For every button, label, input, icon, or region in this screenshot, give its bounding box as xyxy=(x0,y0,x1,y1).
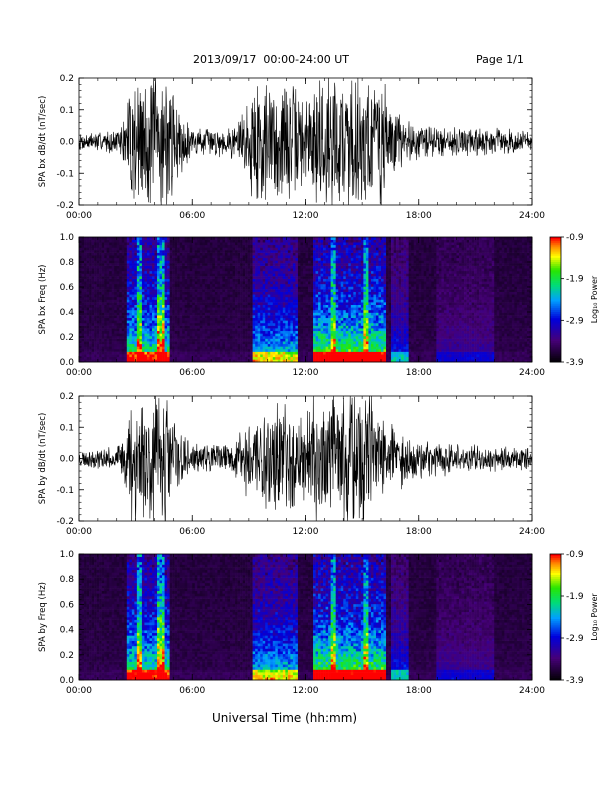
panel-3-x-tick-label: 18:00 xyxy=(406,527,432,537)
panel-1-y-tick-label: -0.2 xyxy=(56,201,74,211)
panel-4-heatmap-cells xyxy=(79,554,532,680)
panel-2-colorbar xyxy=(550,237,561,362)
panel-4-y-axis-label: SPA by Freq (Hz) xyxy=(38,582,48,652)
panel-2-y-tick-label: 0.4 xyxy=(60,308,75,318)
panel-4-y-tick-label: 0.2 xyxy=(60,651,74,661)
panel-4-colorbar xyxy=(550,554,561,680)
x-axis-label: Universal Time (hh:mm) xyxy=(212,711,357,725)
panel-3-y-tick-label: 0.2 xyxy=(60,392,74,402)
panel-2-group xyxy=(79,237,564,362)
panel-4-x-tick-label: 12:00 xyxy=(293,686,319,696)
panel-2-y-tick-label: 0.6 xyxy=(60,283,75,293)
panel-1-y-tick-label: 0.2 xyxy=(60,74,74,84)
panel-1-x-tick-label: 00:00 xyxy=(66,211,92,221)
panel-4-y-tick-label: 1.0 xyxy=(60,550,75,560)
panel-3-series-line xyxy=(79,396,532,521)
panel-4-colorbar-tick-label: -1.9 xyxy=(566,592,584,602)
panel-2-colorbar-tick-label: -0.9 xyxy=(566,233,584,243)
panel-3-x-tick-label: 24:00 xyxy=(519,527,545,537)
panel-4-colorbar-tick-label: -2.9 xyxy=(566,634,584,644)
panel-3-x-tick-label: 00:00 xyxy=(66,527,92,537)
panel-1-y-tick-label: -0.1 xyxy=(56,169,74,179)
panel-2-x-tick-label: 00:00 xyxy=(66,368,92,378)
panel-1-x-tick-label: 24:00 xyxy=(519,211,545,221)
panel-2-y-tick-label: 0.0 xyxy=(60,358,75,368)
panel-3-y-tick-label: 0.1 xyxy=(60,423,74,433)
panel-1-y-tick-label: 0.1 xyxy=(60,106,74,116)
panel-2-x-tick-label: 24:00 xyxy=(519,368,545,378)
panel-4-group xyxy=(79,554,564,680)
panel-4-y-tick-label: 0.8 xyxy=(60,575,75,585)
panel-4-x-tick-label: 06:00 xyxy=(179,686,205,696)
panel-1-group xyxy=(79,78,532,205)
panel-1-x-tick-label: 18:00 xyxy=(406,211,432,221)
panel-1-x-tick-label: 06:00 xyxy=(179,211,205,221)
panel-2-colorbar-tick-label: -2.9 xyxy=(566,316,584,326)
panel-2-colorbar-tick-label: -3.9 xyxy=(566,358,584,368)
panel-1-x-tick-label: 12:00 xyxy=(293,211,319,221)
panel-4-y-tick-label: 0.4 xyxy=(60,626,75,636)
panel-2-y-axis-label: SPA bx Freq (Hz) xyxy=(38,264,48,334)
panel-3-y-axis-label: SPA by dB/dt (nT/sec) xyxy=(38,413,48,505)
panel-1-series-line xyxy=(79,78,532,205)
panel-2-x-tick-label: 12:00 xyxy=(293,368,319,378)
panel-3-y-tick-label: 0.0 xyxy=(60,455,75,465)
panel-4-colorbar-tick-label: -3.9 xyxy=(566,676,584,686)
panel-3-y-tick-label: -0.2 xyxy=(56,517,74,527)
panel-3-group xyxy=(79,396,532,521)
panel-4-x-tick-label: 18:00 xyxy=(406,686,432,696)
panel-4-x-tick-label: 00:00 xyxy=(66,686,92,696)
figure-canvas: -0.2 -0.1 0.0 0.1 0.2 00:00 06:00 12:00 18:00 24:… xyxy=(0,0,612,792)
panel-1-y-axis-label: SPA bx dB/dt (nT/sec) xyxy=(38,96,48,188)
panel-2-colorbar-label: Log₁₀ Power xyxy=(590,275,599,323)
panel-4-colorbar-tick-label: -0.9 xyxy=(566,550,584,560)
panel-1-y-tick-label: 0.0 xyxy=(60,138,75,148)
panel-3-y-tick-label: -0.1 xyxy=(56,486,74,496)
panel-4-y-tick-label: 0.6 xyxy=(60,600,75,610)
panel-2-x-tick-label: 06:00 xyxy=(179,368,205,378)
panel-2-x-tick-label: 18:00 xyxy=(406,368,432,378)
panel-2-colorbar-tick-label: -1.9 xyxy=(566,275,584,285)
panel-3-x-tick-label: 12:00 xyxy=(293,527,319,537)
panel-2-y-tick-label: 1.0 xyxy=(60,233,75,243)
panel-4-x-tick-label: 24:00 xyxy=(519,686,545,696)
panel-2-y-tick-label: 0.2 xyxy=(60,333,74,343)
panel-3-x-tick-label: 06:00 xyxy=(179,527,205,537)
panel-2-heatmap-cells xyxy=(79,237,532,362)
panel-2-y-tick-label: 0.8 xyxy=(60,258,75,268)
panel-4-y-tick-label: 0.0 xyxy=(60,676,75,686)
panel-4-colorbar-label: Log₁₀ Power xyxy=(590,593,599,641)
